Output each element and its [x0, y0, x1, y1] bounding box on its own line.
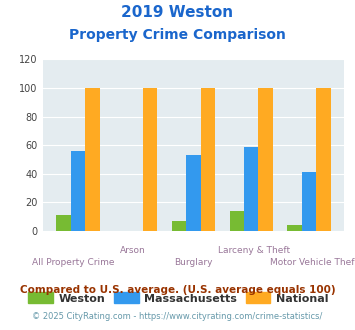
Bar	[244, 147, 258, 231]
Bar	[71, 151, 85, 231]
Text: Arson: Arson	[120, 246, 146, 255]
Bar	[186, 155, 201, 231]
Text: © 2025 CityRating.com - https://www.cityrating.com/crime-statistics/: © 2025 CityRating.com - https://www.city…	[32, 312, 323, 321]
Bar	[85, 88, 100, 231]
Bar	[230, 211, 244, 231]
Text: Property Crime Comparison: Property Crime Comparison	[69, 28, 286, 42]
Legend: Weston, Massachusetts, National: Weston, Massachusetts, National	[24, 288, 333, 308]
Text: Larceny & Theft: Larceny & Theft	[218, 246, 290, 255]
Bar	[287, 225, 302, 231]
Text: Burglary: Burglary	[174, 258, 213, 267]
Bar	[143, 88, 157, 231]
Bar	[172, 221, 186, 231]
Text: 2019 Weston: 2019 Weston	[121, 5, 234, 20]
Bar	[258, 88, 273, 231]
Text: Compared to U.S. average. (U.S. average equals 100): Compared to U.S. average. (U.S. average …	[20, 285, 335, 295]
Text: All Property Crime: All Property Crime	[32, 258, 114, 267]
Bar	[56, 215, 71, 231]
Bar	[316, 88, 331, 231]
Bar	[201, 88, 215, 231]
Text: Motor Vehicle Theft: Motor Vehicle Theft	[270, 258, 355, 267]
Bar	[302, 172, 316, 231]
